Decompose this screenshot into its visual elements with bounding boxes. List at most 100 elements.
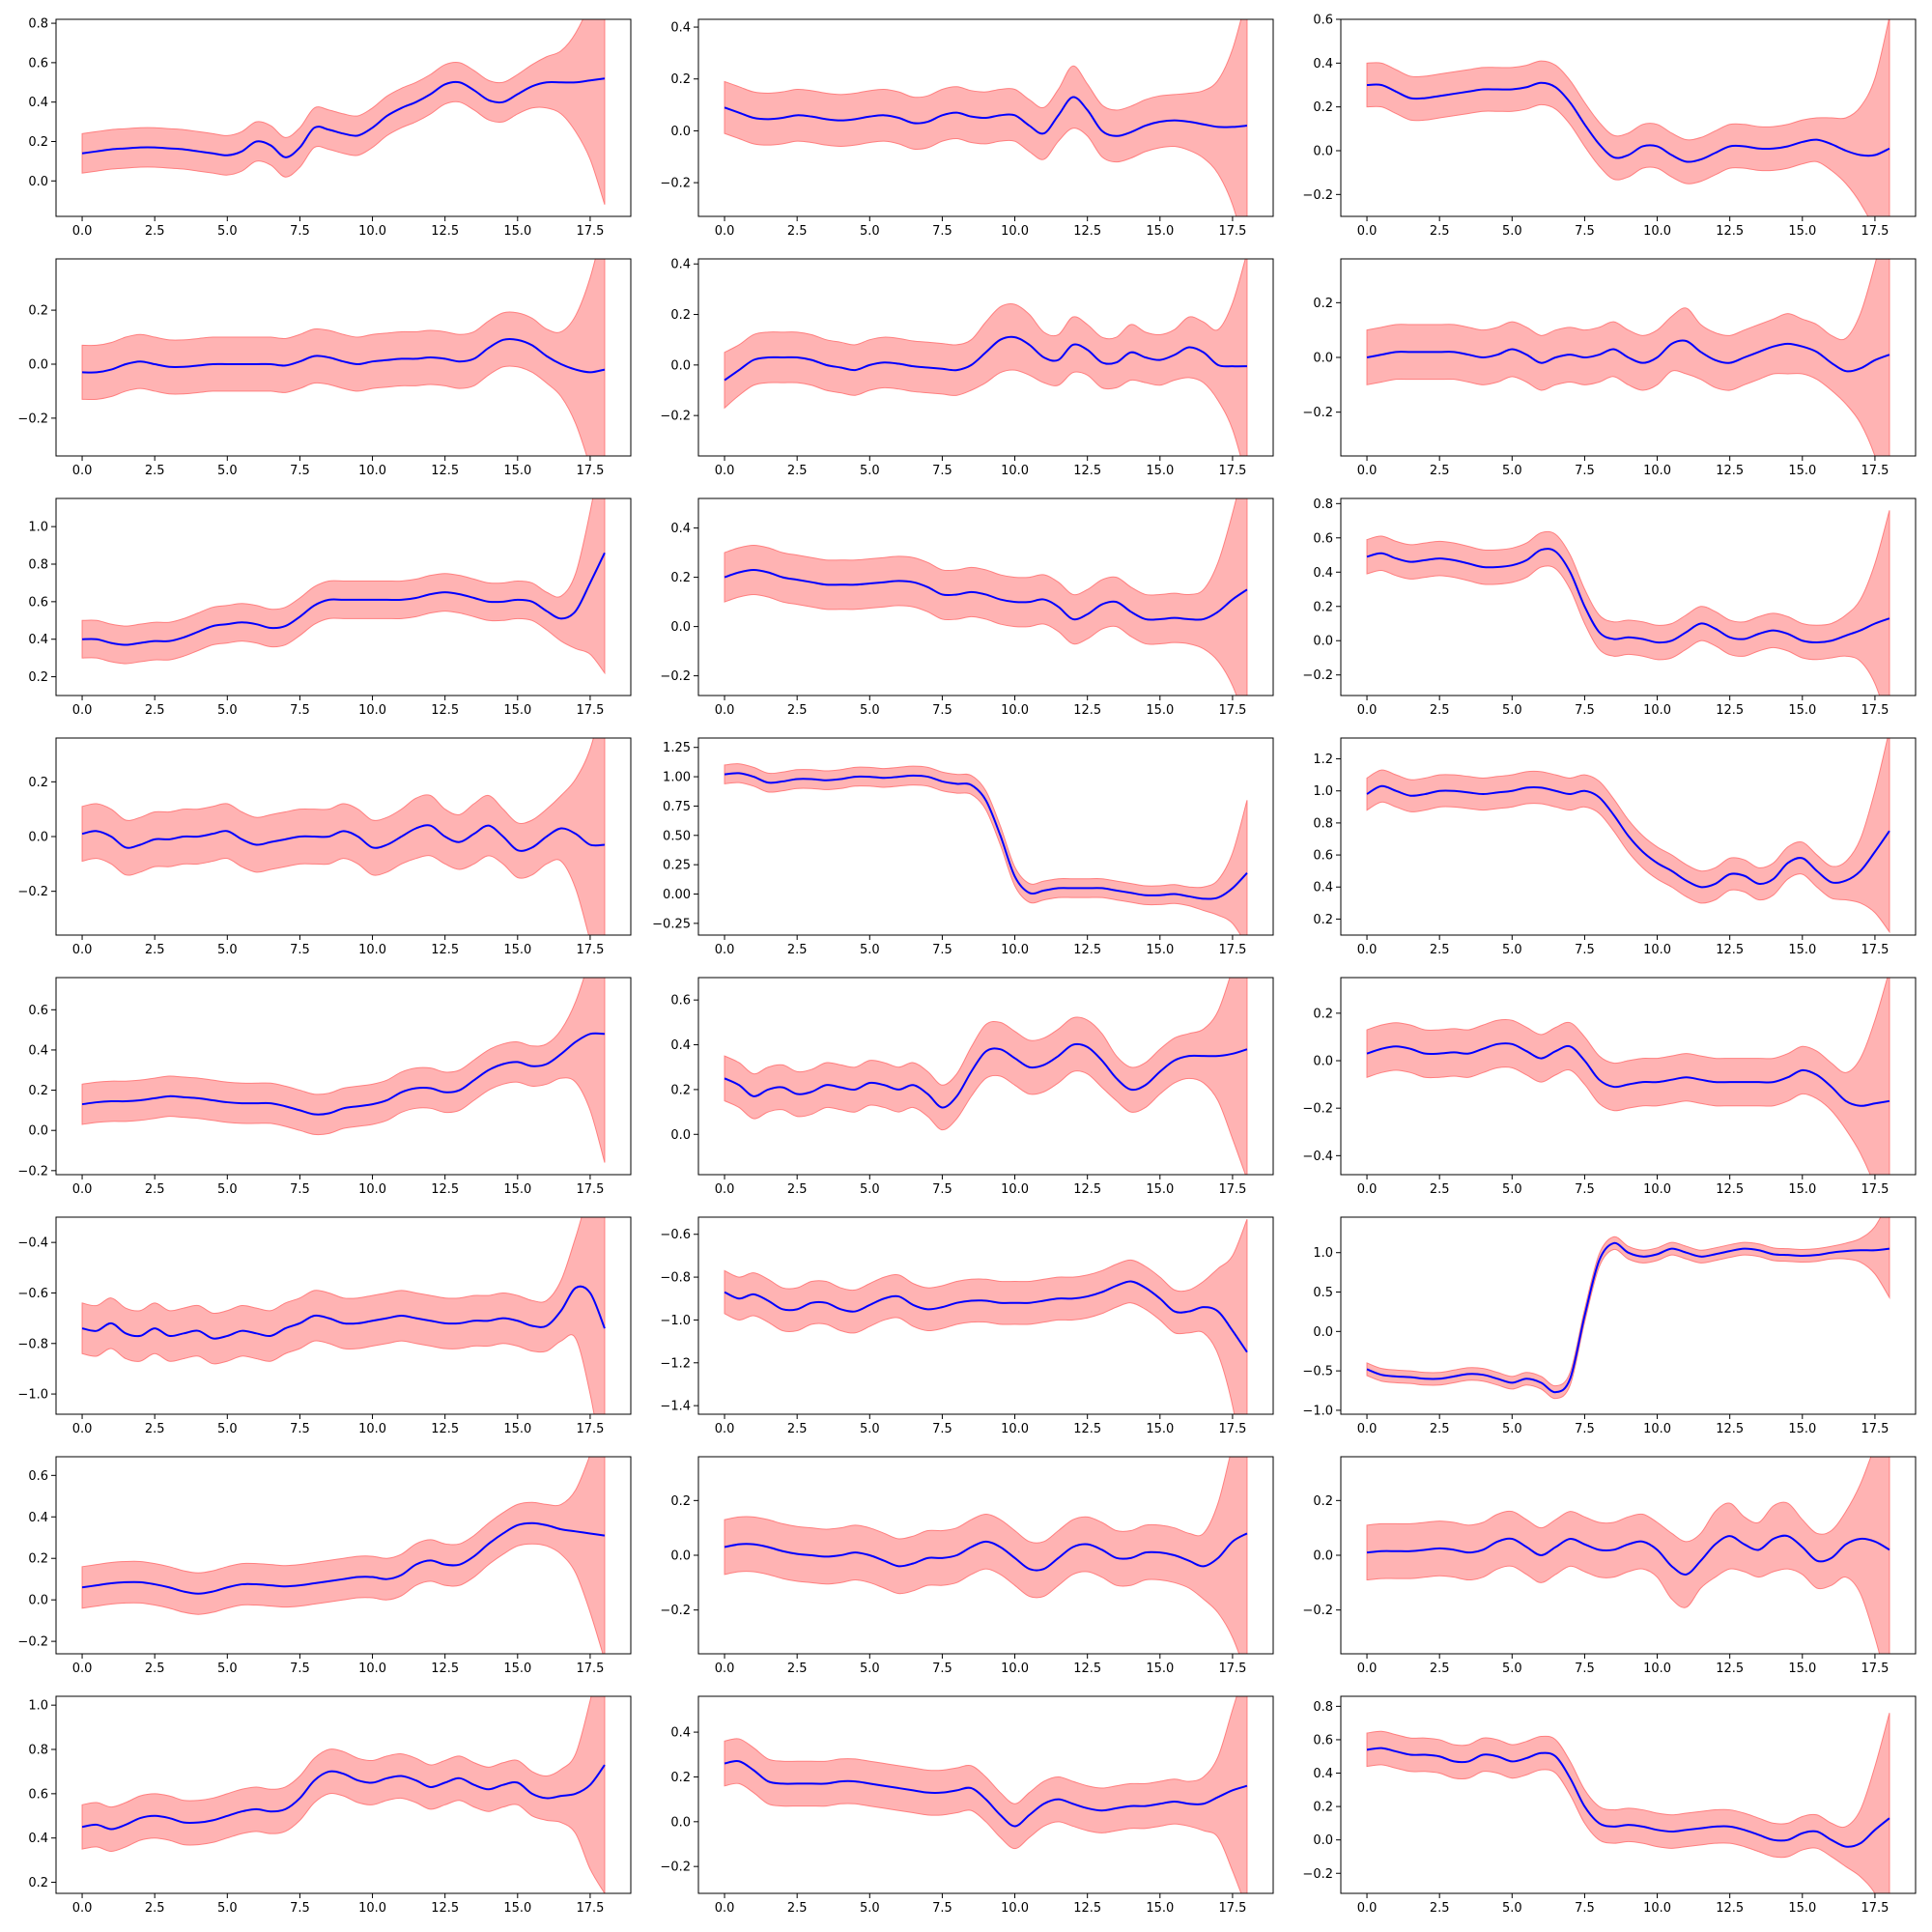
x-tick-label: 10.0 bbox=[1001, 1662, 1029, 1676]
axes-frame bbox=[1340, 737, 1917, 936]
y-tick-label: 0.8 bbox=[28, 1744, 48, 1758]
y-tick-label: 0.4 bbox=[1313, 566, 1333, 581]
x-tick-label: 10.0 bbox=[358, 1182, 386, 1197]
plot-area bbox=[1366, 259, 1890, 456]
y-tick-label: 0.2 bbox=[670, 72, 691, 87]
x-tick-label: 15.0 bbox=[1788, 224, 1816, 239]
plot-area bbox=[81, 1696, 606, 1893]
y-tick-label: 0.6 bbox=[670, 994, 691, 1009]
y-tick-label: 0.0 bbox=[1313, 635, 1333, 649]
x-tick-label: 17.5 bbox=[576, 464, 604, 478]
confidence-band bbox=[81, 978, 606, 1163]
x-tick-label: 10.0 bbox=[1643, 464, 1671, 478]
x-tick-label: 7.5 bbox=[290, 464, 310, 478]
x-tick-label: 0.0 bbox=[715, 1901, 735, 1916]
x-tick-label: 7.5 bbox=[1575, 943, 1595, 957]
y-tick-label: −0.2 bbox=[1302, 1867, 1333, 1882]
x-tick-label: 7.5 bbox=[1575, 1182, 1595, 1197]
y-tick-label: 0.0 bbox=[670, 358, 691, 373]
plot-area bbox=[724, 1219, 1248, 1414]
x-tick-label: 12.5 bbox=[431, 464, 459, 478]
x-tick-label: 15.0 bbox=[1788, 943, 1816, 957]
x-tick-label: 12.5 bbox=[1073, 1182, 1101, 1197]
x-tick-label: 0.0 bbox=[1357, 1901, 1378, 1916]
mean-line bbox=[81, 824, 606, 852]
x-tick-label: 5.0 bbox=[860, 1662, 880, 1676]
x-tick-label: 17.5 bbox=[1218, 1662, 1246, 1676]
subplot-22: 0.0 2.5 5.0 7.5 10.0 12.5 15.0 17.5 0.2 0.4 0.6 0.8… bbox=[28, 1695, 632, 1916]
x-tick-label: 17.5 bbox=[1218, 703, 1246, 718]
x-tick-label: 12.5 bbox=[1073, 943, 1101, 957]
x-tick-label: 17.5 bbox=[1861, 1662, 1889, 1676]
x-tick-label: 15.0 bbox=[503, 943, 531, 957]
y-tick-label: −1.0 bbox=[660, 1314, 691, 1328]
x-tick-label: 12.5 bbox=[431, 1662, 459, 1676]
axes-frame bbox=[697, 737, 1274, 936]
axes-frame bbox=[55, 497, 632, 696]
y-tick-label: 0.2 bbox=[1313, 1801, 1333, 1815]
plot-area bbox=[724, 978, 1248, 1175]
x-tick-label: 7.5 bbox=[932, 1662, 952, 1676]
y-tick-label: −0.2 bbox=[1302, 1102, 1333, 1117]
x-tick-label: 15.0 bbox=[1788, 1182, 1816, 1197]
confidence-band bbox=[724, 498, 1248, 696]
x-tick-label: 7.5 bbox=[932, 1901, 952, 1916]
x-tick-label: 0.0 bbox=[72, 1422, 93, 1436]
x-tick-label: 15.0 bbox=[1146, 1422, 1174, 1436]
mean-line bbox=[1366, 1534, 1890, 1576]
subplot-15: 0.0 2.5 5.0 7.5 10.0 12.5 15.0 17.5 −0.4 −0.2 0.0 0… bbox=[1302, 977, 1917, 1197]
subplot-8: 0.0 2.5 5.0 7.5 10.0 12.5 15.0 17.5 −0.2 0.0 0.2 0.… bbox=[660, 497, 1274, 718]
x-tick-label: 7.5 bbox=[932, 943, 952, 957]
x-tick-label: 2.5 bbox=[1430, 1182, 1450, 1197]
x-tick-label: 7.5 bbox=[932, 1422, 952, 1436]
confidence-band bbox=[1366, 510, 1890, 696]
x-tick-label: 10.0 bbox=[358, 1662, 386, 1676]
x-tick-label: 15.0 bbox=[1146, 1182, 1174, 1197]
subplot-9: 0.0 2.5 5.0 7.5 10.0 12.5 15.0 17.5 −0.2 0.0 0.2 0.… bbox=[1302, 497, 1917, 718]
x-tick-label: 0.0 bbox=[715, 1422, 735, 1436]
x-tick-label: 5.0 bbox=[1502, 943, 1522, 957]
mean-line bbox=[724, 335, 1247, 382]
y-tick-label: 0.2 bbox=[670, 1083, 691, 1097]
plot-area bbox=[724, 763, 1248, 935]
x-tick-label: 17.5 bbox=[1861, 224, 1889, 239]
confidence-band bbox=[81, 259, 606, 456]
x-tick-label: 5.0 bbox=[1502, 1901, 1522, 1916]
subplot-16: 0.0 2.5 5.0 7.5 10.0 12.5 15.0 17.5 −1.0 −0.8 −0.6… bbox=[17, 1216, 632, 1436]
x-tick-label: 10.0 bbox=[358, 943, 386, 957]
y-tick-label: 0.0 bbox=[1313, 145, 1333, 159]
y-tick-label: −0.2 bbox=[17, 1164, 48, 1179]
confidence-band bbox=[724, 1457, 1248, 1654]
y-tick-label: 0.0 bbox=[1313, 1055, 1333, 1069]
axes-frame bbox=[55, 258, 632, 457]
x-tick-label: 0.0 bbox=[1357, 464, 1378, 478]
subplot-11: 0.0 2.5 5.0 7.5 10.0 12.5 15.0 17.5 −0.25 0.00 0.2… bbox=[652, 737, 1274, 957]
y-tick-label: −0.4 bbox=[1302, 1150, 1333, 1164]
y-tick-label: 0.8 bbox=[1313, 497, 1333, 512]
confidence-band bbox=[1366, 1713, 1890, 1893]
x-tick-label: 7.5 bbox=[1575, 1662, 1595, 1676]
x-tick-label: 15.0 bbox=[503, 464, 531, 478]
plot-area bbox=[1366, 978, 1890, 1175]
mean-line bbox=[1366, 548, 1890, 644]
x-tick-label: 7.5 bbox=[1575, 1901, 1595, 1916]
mean-line bbox=[724, 772, 1248, 900]
x-tick-label: 0.0 bbox=[715, 943, 735, 957]
y-tick-label: 0.0 bbox=[28, 1594, 48, 1608]
x-tick-label: 10.0 bbox=[358, 224, 386, 239]
x-tick-label: 7.5 bbox=[290, 1422, 310, 1436]
x-tick-label: 12.5 bbox=[1073, 1901, 1101, 1916]
mean-line bbox=[724, 96, 1248, 137]
subplot-21: 0.0 2.5 5.0 7.5 10.0 12.5 15.0 17.5 −0.2 0.0 0.2 bbox=[1302, 1456, 1917, 1676]
y-tick-label: 0.0 bbox=[28, 831, 48, 845]
subplot-18: 0.0 2.5 5.0 7.5 10.0 12.5 15.0 17.5 −1.0 −0.5 0.0 0… bbox=[1302, 1216, 1917, 1436]
x-tick-label: 7.5 bbox=[290, 224, 310, 239]
x-tick-label: 5.0 bbox=[860, 703, 880, 718]
x-tick-label: 5.0 bbox=[1502, 224, 1522, 239]
confidence-band bbox=[724, 1696, 1248, 1893]
y-tick-label: 0.4 bbox=[28, 96, 48, 110]
y-tick-label: 0.0 bbox=[670, 620, 691, 635]
x-tick-label: 12.5 bbox=[431, 1182, 459, 1197]
y-tick-label: 0.0 bbox=[28, 1124, 48, 1139]
x-tick-label: 0.0 bbox=[715, 224, 735, 239]
